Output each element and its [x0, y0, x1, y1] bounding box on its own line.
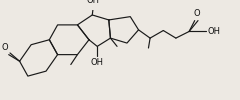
Text: OH: OH [87, 0, 100, 5]
Text: O: O [194, 9, 200, 18]
Text: OH: OH [208, 27, 221, 36]
Text: O: O [1, 43, 8, 52]
Text: OH: OH [91, 58, 104, 67]
